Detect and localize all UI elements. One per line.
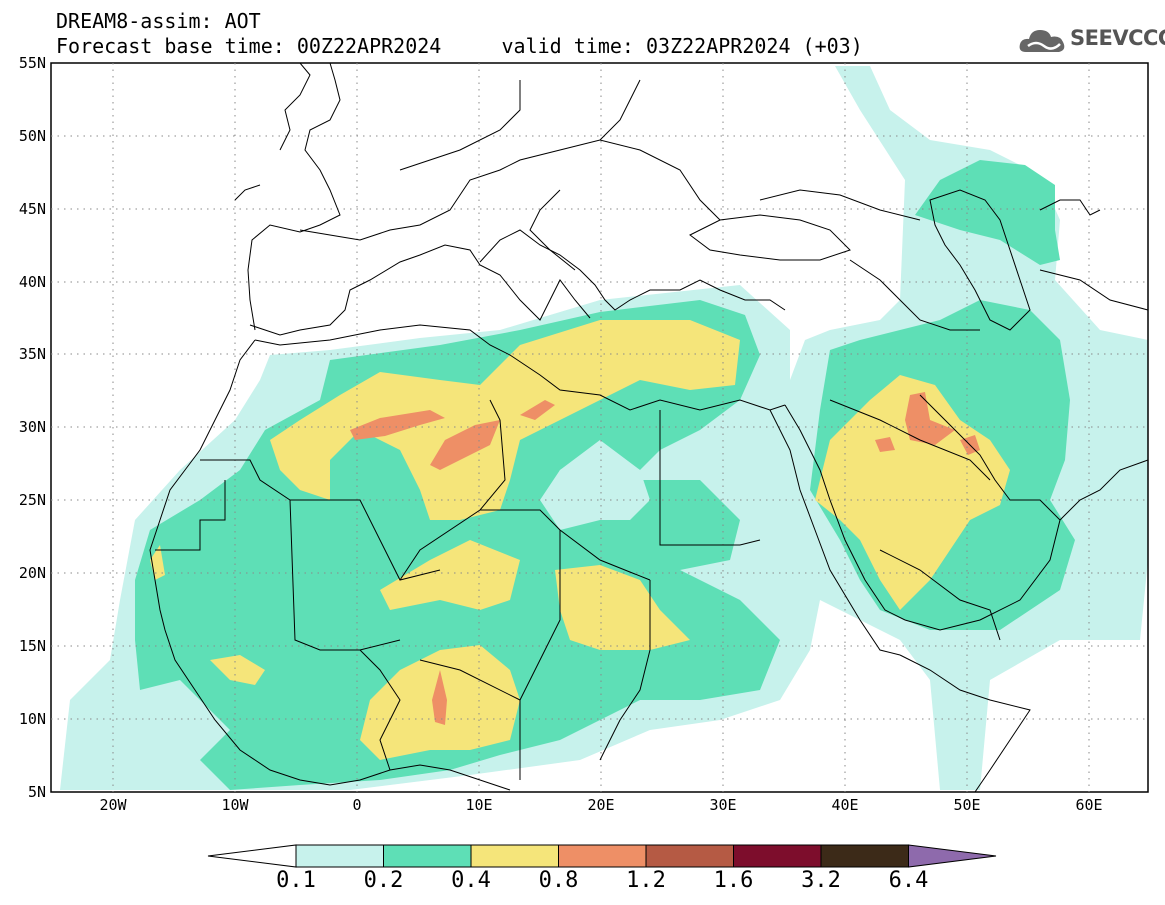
lon-label: 60E (1075, 796, 1103, 814)
colorbar-swatch (295, 844, 384, 868)
lat-label: 55N (18, 54, 46, 72)
lat-label: 5N (27, 783, 46, 801)
lon-label: 10W (221, 796, 249, 814)
lon-label: 20E (587, 796, 615, 814)
colorbar-swatch (383, 844, 472, 868)
colorbar-label: 3.2 (801, 868, 841, 893)
colorbar-label: 0.8 (538, 868, 579, 893)
grid-lines (51, 63, 1148, 792)
colorbar-swatch (645, 844, 734, 868)
lon-label: 40E (831, 796, 859, 814)
colorbar-label: 0.2 (363, 868, 404, 893)
colorbar-swatch (470, 844, 559, 868)
lon-label: 50E (953, 796, 981, 814)
lat-label: 40N (18, 273, 46, 291)
lat-label: 30N (18, 418, 46, 436)
lat-label: 50N (18, 127, 46, 145)
logo-text: SEEVCCC (1070, 26, 1165, 50)
colorbar-swatch (558, 844, 647, 868)
lon-label: 10E (465, 796, 493, 814)
colorbar-label: 0.1 (276, 868, 316, 893)
aot-contour-0.8 (350, 410, 445, 440)
lon-label: 20W (99, 796, 127, 814)
title-line-1: DREAM8-assim: AOT (56, 9, 261, 33)
colorbar-label: 1.2 (626, 868, 666, 893)
lat-label: 45N (18, 200, 46, 218)
lat-label: 10N (18, 710, 46, 728)
colorbar-low-arrow (207, 844, 297, 868)
aot-contour-0.4 (270, 320, 740, 520)
lon-label: 0 (352, 796, 362, 814)
seevccc-logo: SEEVCCC (1018, 22, 1165, 56)
lat-label: 15N (18, 637, 46, 655)
lat-label: 35N (18, 345, 46, 363)
colorbar-swatch (820, 844, 909, 868)
colorbar-label: 6.4 (888, 868, 929, 893)
coastlines (149, 63, 1148, 792)
colorbar-swatch (733, 844, 822, 868)
colorbar-label: 1.6 (713, 868, 754, 893)
colorbar (207, 844, 997, 868)
colorbar-high-arrow (908, 844, 997, 868)
lat-label: 20N (18, 564, 46, 582)
lat-label: 25N (18, 491, 46, 509)
colorbar-label: 0.4 (451, 868, 491, 893)
cloud-icon (1019, 30, 1065, 52)
lon-label: 30E (709, 796, 737, 814)
title-line-2: Forecast base time: 00Z22APR2024 valid t… (56, 34, 863, 58)
aot-field (60, 66, 1148, 790)
